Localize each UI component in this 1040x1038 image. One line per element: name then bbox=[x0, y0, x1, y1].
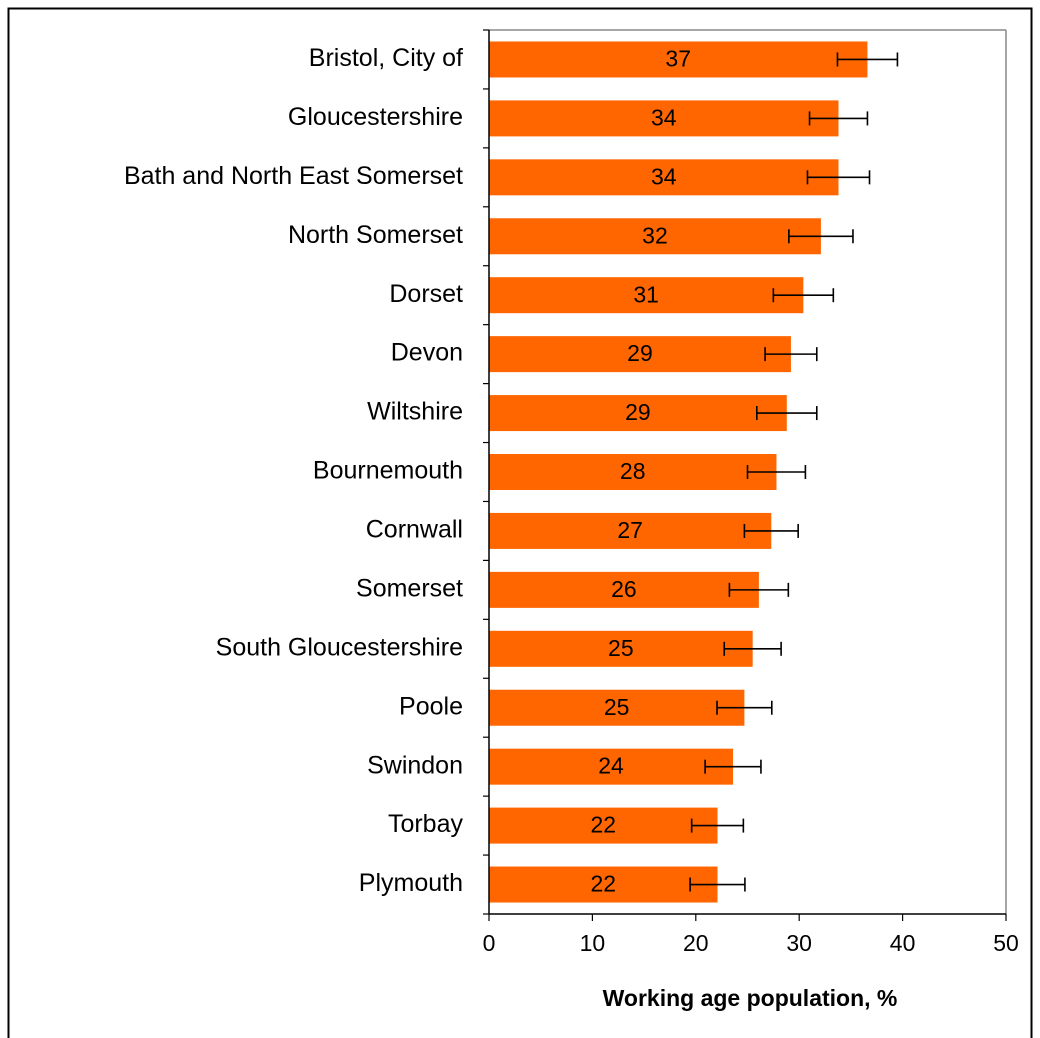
error-bar bbox=[723, 641, 782, 656]
x-axis-label: Working age population, % bbox=[603, 985, 898, 1011]
bar bbox=[489, 277, 804, 314]
error-bar bbox=[690, 818, 745, 833]
bar bbox=[489, 866, 718, 903]
y-tick-label: Somerset bbox=[356, 574, 463, 602]
bar bbox=[489, 571, 759, 608]
error-bar bbox=[689, 877, 746, 892]
y-tick-label: Bournemouth bbox=[313, 457, 463, 485]
value-label: 29 bbox=[627, 340, 653, 366]
error-bar bbox=[772, 288, 835, 303]
value-label: 31 bbox=[633, 281, 659, 307]
y-tick-label: Bristol, City of bbox=[309, 44, 463, 72]
y-tick-label: Wiltshire bbox=[367, 398, 463, 426]
bar bbox=[489, 395, 787, 432]
error-bar bbox=[788, 229, 854, 244]
error-bar bbox=[716, 700, 773, 715]
bar bbox=[489, 41, 868, 78]
value-label: 37 bbox=[665, 46, 691, 72]
bar bbox=[489, 218, 821, 255]
error-bar bbox=[836, 52, 899, 67]
error-bar bbox=[756, 406, 818, 421]
y-tick-label: Plymouth bbox=[359, 869, 463, 897]
y-tick-label: North Somerset bbox=[288, 221, 463, 249]
value-label: 32 bbox=[642, 222, 668, 248]
y-tick-label: Swindon bbox=[367, 751, 463, 779]
value-label: 25 bbox=[604, 694, 630, 720]
x-tick-label: 40 bbox=[890, 930, 916, 956]
value-label: 25 bbox=[608, 635, 634, 661]
error-bar bbox=[806, 170, 871, 185]
y-tick-label: Torbay bbox=[388, 810, 464, 838]
bar bbox=[489, 807, 718, 844]
value-label: 29 bbox=[625, 399, 651, 425]
error-bar bbox=[808, 111, 869, 126]
y-tick-label: Cornwall bbox=[366, 516, 463, 544]
y-tick-label: Gloucestershire bbox=[288, 103, 463, 131]
y-tick-label: Devon bbox=[391, 339, 463, 367]
bar bbox=[489, 512, 772, 549]
x-tick-label: 10 bbox=[580, 930, 606, 956]
bar bbox=[489, 159, 839, 196]
value-label: 34 bbox=[651, 163, 677, 189]
bar bbox=[489, 748, 734, 785]
bar bbox=[489, 454, 777, 490]
value-label: 28 bbox=[620, 458, 646, 484]
value-label: 22 bbox=[590, 871, 616, 897]
bar bbox=[489, 689, 745, 726]
x-tick-label: 20 bbox=[683, 930, 709, 956]
error-bar bbox=[704, 759, 762, 774]
x-tick-label: 50 bbox=[993, 930, 1019, 956]
x-tick-label: 0 bbox=[483, 930, 496, 956]
chart-border bbox=[7, 7, 1033, 1038]
error-bar bbox=[728, 582, 790, 597]
value-label: 22 bbox=[590, 812, 616, 838]
error-bar bbox=[743, 523, 799, 538]
bar bbox=[489, 336, 791, 373]
error-bar bbox=[764, 347, 818, 362]
y-tick-label: Poole bbox=[399, 692, 463, 720]
y-tick-label: Bath and North East Somerset bbox=[124, 162, 463, 190]
y-tick-label: Dorset bbox=[389, 280, 463, 308]
value-label: 27 bbox=[617, 517, 643, 543]
value-label: 24 bbox=[598, 753, 624, 779]
bar bbox=[489, 100, 839, 137]
error-bar bbox=[746, 465, 807, 479]
bar bbox=[489, 630, 753, 667]
y-tick-label: South Gloucestershire bbox=[216, 633, 463, 661]
value-label: 34 bbox=[651, 104, 677, 130]
value-label: 26 bbox=[611, 576, 637, 602]
x-tick-label: 30 bbox=[786, 930, 812, 956]
